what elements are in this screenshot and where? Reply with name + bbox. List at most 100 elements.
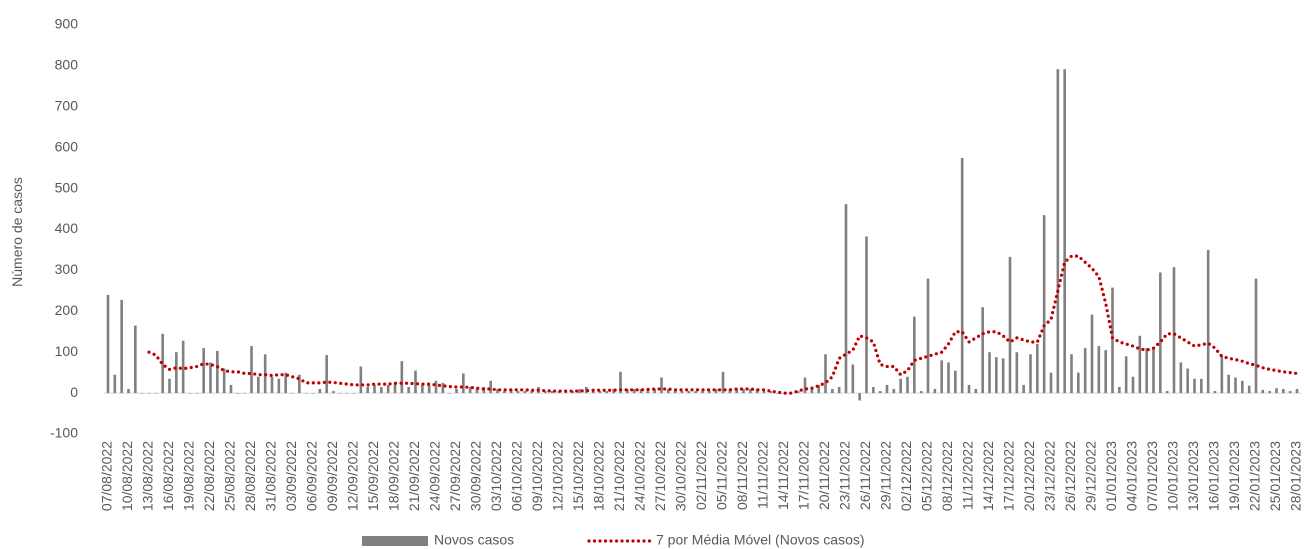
bar: [277, 378, 281, 394]
bar: [195, 393, 199, 394]
x-tick-label: 04/01/2023: [1124, 441, 1140, 511]
bar: [653, 389, 656, 394]
x-tick-label: 28/08/2022: [242, 441, 258, 511]
legend-label: Novos casos: [434, 532, 514, 548]
y-tick-label: 100: [55, 343, 79, 359]
bar: [714, 389, 718, 394]
bar: [578, 389, 581, 394]
x-tick-label: 10/01/2023: [1165, 441, 1181, 511]
x-tick-label: 21/09/2022: [406, 441, 422, 511]
bar: [496, 389, 499, 394]
bar: [1159, 272, 1162, 394]
bar: [708, 391, 711, 394]
x-tick-label: 06/10/2022: [509, 441, 525, 511]
bar: [236, 393, 240, 394]
x-tick-label: 28/01/2023: [1288, 441, 1304, 511]
y-tick-label: 800: [55, 57, 79, 73]
bar: [140, 393, 144, 394]
y-tick-label: 400: [55, 220, 79, 236]
bar: [448, 393, 451, 394]
x-tick-label: 31/08/2022: [263, 441, 279, 511]
bar: [865, 236, 868, 394]
bar: [776, 393, 779, 394]
bar: [1118, 386, 1121, 394]
bar: [462, 373, 465, 394]
bar: [284, 372, 287, 394]
bar: [981, 307, 984, 394]
bar: [694, 391, 697, 394]
x-tick-label: 29/11/2022: [878, 441, 894, 510]
bar: [1261, 389, 1265, 394]
bar: [127, 389, 130, 394]
bar: [988, 352, 991, 394]
bar: [598, 391, 602, 394]
bar: [120, 299, 123, 394]
bar: [878, 391, 882, 394]
bar: [113, 374, 117, 394]
bar: [468, 386, 472, 394]
y-tick-label: 200: [55, 302, 79, 318]
bar: [612, 389, 615, 394]
x-tick-label: 11/12/2022: [960, 441, 976, 510]
x-tick-label: 13/08/2022: [140, 441, 156, 511]
x-tick-label: 14/11/2022: [775, 441, 791, 510]
bar: [222, 368, 226, 394]
bar: [906, 376, 909, 394]
y-tick-label: -100: [50, 425, 78, 441]
x-tick-label: 22/08/2022: [201, 441, 217, 511]
bar: [721, 371, 725, 394]
bar: [414, 370, 417, 394]
bar: [243, 393, 246, 394]
bar: [605, 391, 609, 394]
bar: [1295, 389, 1299, 394]
x-tick-label: 23/12/2022: [1042, 441, 1058, 511]
y-tick-label: 500: [55, 179, 79, 195]
bar: [216, 350, 219, 394]
x-tick-label: 29/12/2022: [1083, 441, 1099, 511]
bar: [421, 384, 424, 394]
bar: [687, 391, 691, 394]
bar: [147, 393, 151, 394]
bar: [1288, 391, 1292, 394]
bar: [325, 355, 328, 394]
bar: [550, 391, 554, 394]
x-tick-label: 24/09/2022: [427, 441, 443, 511]
bar: [1077, 372, 1080, 394]
x-tick-label: 17/12/2022: [1001, 441, 1017, 511]
bar: [345, 393, 349, 394]
bar: [455, 389, 458, 394]
bar: [1206, 249, 1210, 394]
bar: [229, 384, 233, 394]
bar: [926, 278, 930, 394]
bar: [1124, 356, 1128, 394]
bar: [1083, 348, 1087, 394]
x-tick-label: 16/01/2023: [1206, 441, 1222, 511]
bar: [318, 389, 322, 394]
x-tick-label: 11/11/2022: [755, 441, 771, 509]
x-tick-label: 16/08/2022: [160, 441, 176, 511]
bar: [824, 354, 827, 394]
bar: [749, 389, 752, 394]
x-tick-label: 30/09/2022: [468, 441, 484, 511]
bar: [803, 377, 807, 394]
bar: [667, 389, 670, 394]
bar: [1029, 354, 1032, 394]
bar: [872, 386, 875, 394]
bar: [298, 374, 301, 394]
bar: [134, 325, 137, 394]
bar: [441, 382, 445, 394]
bar: [660, 377, 663, 394]
x-tick-label: 07/08/2022: [99, 441, 115, 511]
bar: [359, 366, 363, 394]
bar: [1001, 358, 1005, 394]
bar: [181, 340, 185, 394]
x-tick-label: 07/01/2023: [1144, 441, 1160, 511]
x-tick-label: 27/10/2022: [652, 441, 668, 511]
x-tick-label: 05/11/2022: [714, 441, 730, 510]
bar: [1022, 384, 1025, 394]
x-tick-label: 01/01/2023: [1103, 441, 1119, 511]
bar: [1049, 372, 1053, 394]
x-tick-label: 08/11/2022: [734, 441, 750, 510]
x-tick-label: 13/01/2023: [1185, 441, 1201, 511]
legend-label: 7 por Média Móvel (Novos casos): [656, 532, 865, 548]
